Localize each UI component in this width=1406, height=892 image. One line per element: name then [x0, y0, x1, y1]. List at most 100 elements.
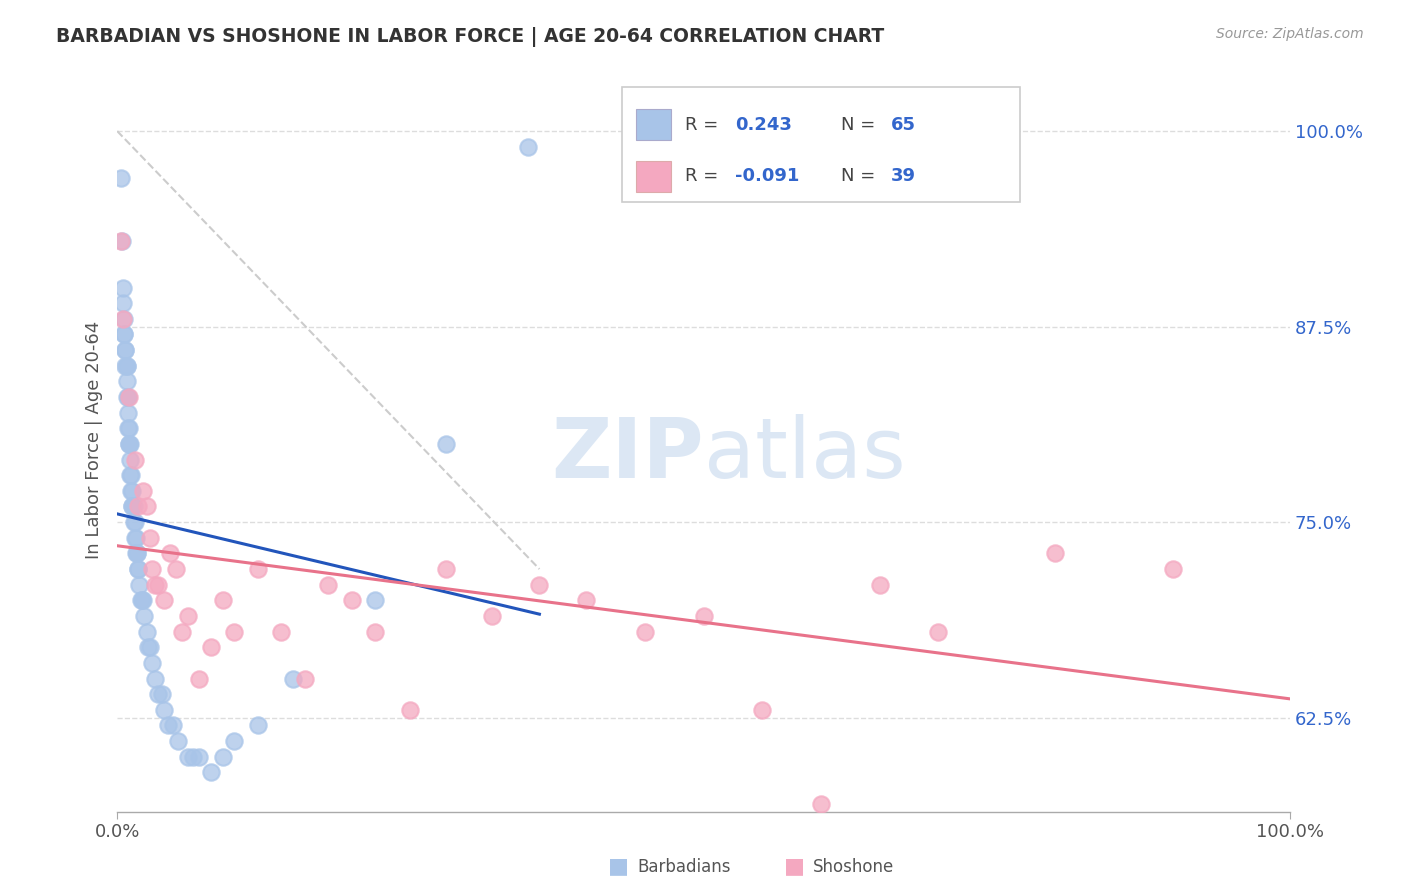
Point	[294, 672, 316, 686]
Point	[132, 483, 155, 498]
Point	[316, 577, 339, 591]
Text: 39: 39	[891, 168, 917, 186]
Point	[120, 483, 142, 498]
Point	[270, 624, 292, 639]
Text: N =: N =	[841, 116, 880, 134]
Text: N =: N =	[841, 168, 880, 186]
Point	[143, 672, 166, 686]
Point	[150, 687, 173, 701]
Point	[129, 593, 152, 607]
Point	[112, 311, 135, 326]
Point	[121, 500, 143, 514]
Point	[112, 327, 135, 342]
Point	[134, 609, 156, 624]
Point	[132, 593, 155, 607]
Point	[122, 500, 145, 514]
Point	[135, 624, 157, 639]
FancyBboxPatch shape	[636, 161, 671, 192]
Point	[110, 171, 132, 186]
Point	[156, 718, 179, 732]
Point	[481, 609, 503, 624]
Point	[281, 672, 304, 686]
Point	[115, 359, 138, 373]
Point	[153, 593, 176, 607]
Point	[127, 546, 149, 560]
Text: ZIP: ZIP	[551, 415, 703, 495]
Point	[167, 734, 190, 748]
Point	[110, 234, 132, 248]
Point	[118, 437, 141, 451]
Point	[131, 593, 153, 607]
Point	[1161, 562, 1184, 576]
Text: ■: ■	[609, 856, 628, 876]
Point	[575, 593, 598, 607]
Text: R =: R =	[685, 168, 724, 186]
Point	[692, 609, 714, 624]
Text: 0.243: 0.243	[735, 116, 792, 134]
Point	[124, 515, 146, 529]
Point	[127, 500, 149, 514]
Point	[200, 640, 222, 655]
Point	[114, 359, 136, 373]
Point	[117, 421, 139, 435]
Text: BARBADIAN VS SHOSHONE IN LABOR FORCE | AGE 20-64 CORRELATION CHART: BARBADIAN VS SHOSHONE IN LABOR FORCE | A…	[56, 27, 884, 46]
Point	[125, 531, 148, 545]
Point	[141, 562, 163, 576]
Point	[117, 390, 139, 404]
Point	[176, 749, 198, 764]
Point	[139, 640, 162, 655]
Point	[399, 703, 422, 717]
Point	[200, 765, 222, 780]
Point	[127, 546, 149, 560]
Point	[364, 593, 387, 607]
Point	[143, 577, 166, 591]
Point	[176, 609, 198, 624]
Point	[634, 624, 657, 639]
Point	[115, 390, 138, 404]
Point	[125, 546, 148, 560]
Point	[127, 562, 149, 576]
Point	[112, 296, 135, 310]
Text: 65: 65	[891, 116, 917, 134]
FancyBboxPatch shape	[621, 87, 1021, 202]
Point	[434, 437, 457, 451]
Point	[188, 672, 211, 686]
Point	[751, 703, 773, 717]
Point	[224, 624, 246, 639]
Point	[135, 500, 157, 514]
Point	[115, 359, 138, 373]
Point	[114, 343, 136, 357]
Point	[211, 749, 233, 764]
Point	[516, 139, 538, 153]
Point	[121, 483, 143, 498]
Point	[529, 577, 551, 591]
Point	[136, 640, 159, 655]
Text: R =: R =	[685, 116, 724, 134]
Point	[148, 577, 170, 591]
Point	[120, 468, 142, 483]
Point	[148, 687, 170, 701]
Text: ■: ■	[785, 856, 804, 876]
Point	[170, 624, 193, 639]
Point	[121, 500, 143, 514]
Point	[162, 718, 184, 732]
Point	[128, 577, 150, 591]
Point	[434, 562, 457, 576]
Point	[112, 327, 135, 342]
Point	[159, 546, 181, 560]
Point	[118, 390, 141, 404]
Point	[364, 624, 387, 639]
Point	[153, 703, 176, 717]
Point	[117, 406, 139, 420]
Point	[927, 624, 949, 639]
Point	[165, 562, 187, 576]
Text: Barbadians: Barbadians	[637, 858, 731, 876]
Point	[246, 718, 269, 732]
Point	[124, 452, 146, 467]
Point	[127, 562, 149, 576]
Point	[111, 234, 134, 248]
Point	[810, 797, 832, 811]
Point	[124, 531, 146, 545]
Point	[183, 749, 205, 764]
Point	[122, 515, 145, 529]
